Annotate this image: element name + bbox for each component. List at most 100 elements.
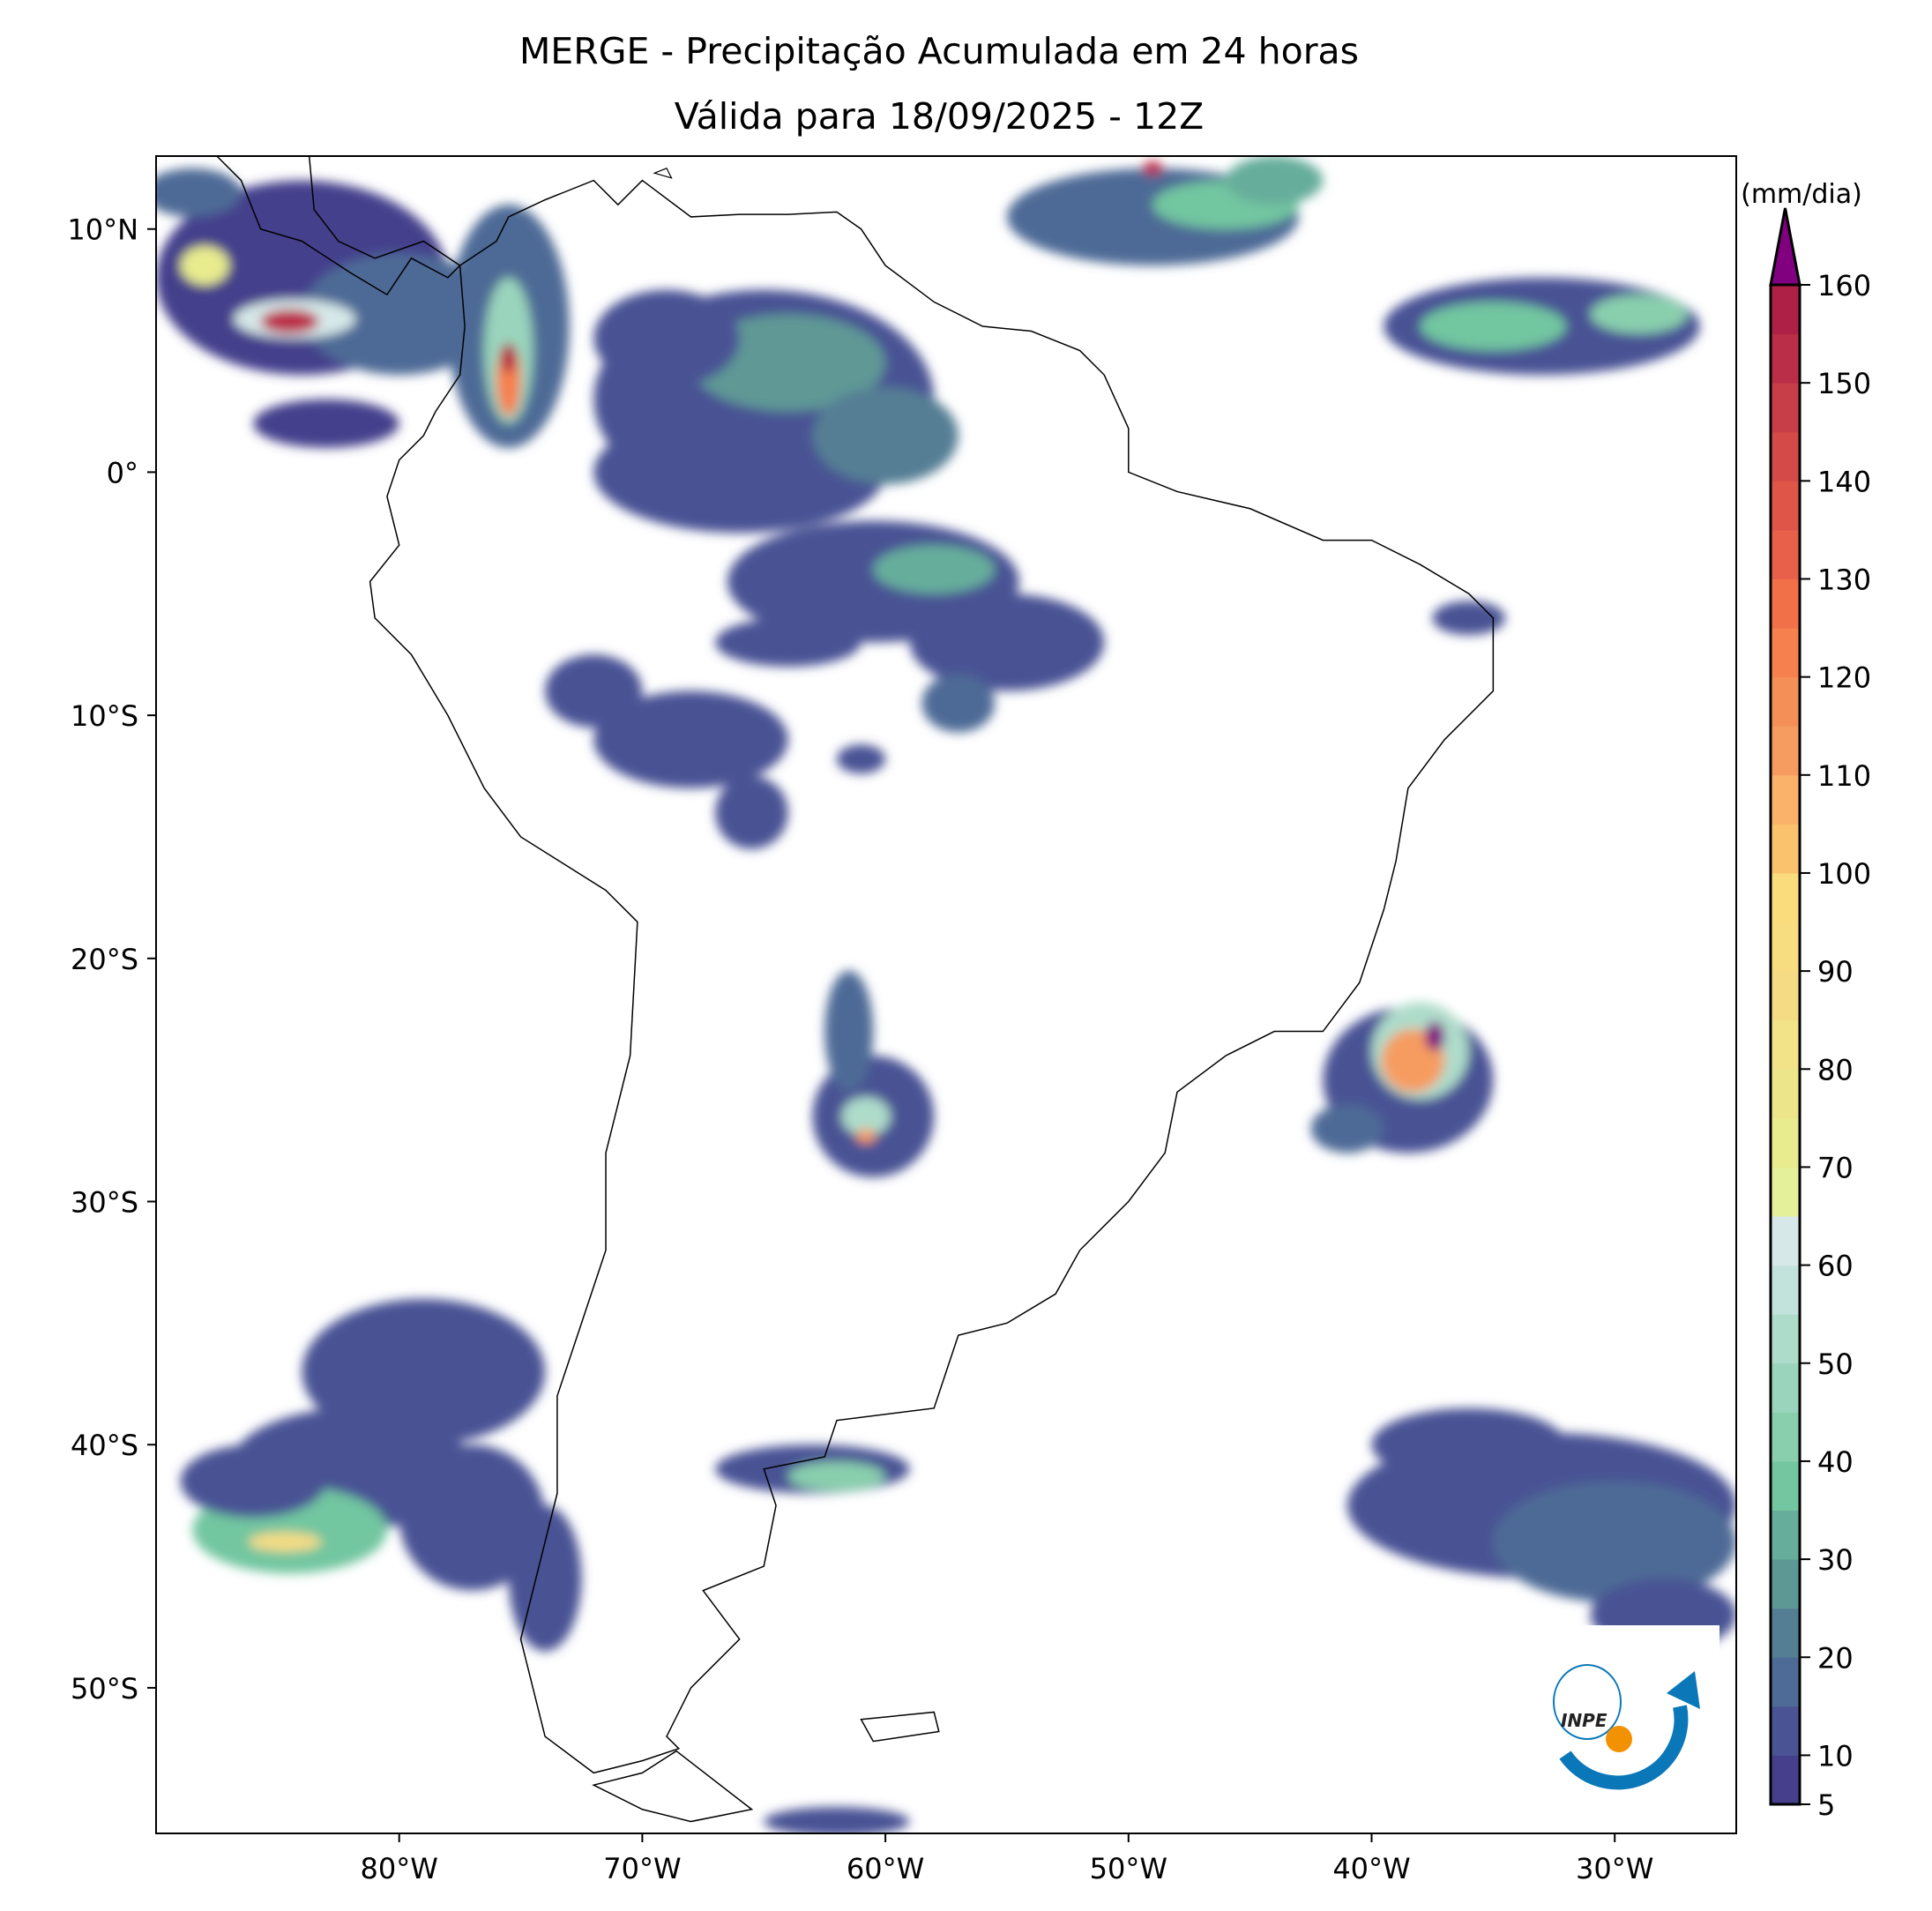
precip-area bbox=[1420, 302, 1567, 351]
precip-area bbox=[1432, 601, 1506, 636]
colorbar-tick-label: 50 bbox=[1817, 1347, 1854, 1381]
precip-area bbox=[812, 386, 959, 485]
colorbar-extend-arrow bbox=[1769, 207, 1801, 287]
precip-area bbox=[856, 1128, 876, 1144]
falkland-islands bbox=[860, 1711, 940, 1743]
lat-tick-label: 10°N bbox=[67, 213, 138, 247]
logo-arrow-icon bbox=[1667, 1671, 1700, 1709]
colorbar-bin bbox=[1771, 1657, 1800, 1707]
colorbar-tick-label: 40 bbox=[1817, 1445, 1854, 1479]
coastlines bbox=[216, 156, 1495, 1823]
logo-swoosh bbox=[1559, 1705, 1689, 1790]
colorbar-bin bbox=[1771, 1167, 1800, 1217]
precip-area bbox=[593, 690, 788, 788]
precip-area bbox=[715, 617, 862, 667]
colorbar-bin bbox=[1771, 1362, 1800, 1413]
colorbar-tick-label: 60 bbox=[1817, 1250, 1854, 1283]
colorbar-bin bbox=[1771, 726, 1800, 776]
colorbar-tick-label: 130 bbox=[1817, 563, 1871, 596]
precip-area bbox=[787, 1461, 886, 1491]
colorbar-bin bbox=[1771, 529, 1800, 579]
precip-area bbox=[508, 1505, 582, 1652]
lon-tick-label: 80°W bbox=[361, 1852, 438, 1885]
colorbar-tick-label: 90 bbox=[1817, 955, 1854, 989]
colorbar-tick-label: 150 bbox=[1817, 367, 1871, 400]
colorbar-outline bbox=[1769, 283, 1801, 1806]
lon-tick-label: 30°W bbox=[1576, 1852, 1653, 1885]
precip-area bbox=[1493, 1481, 1736, 1603]
colorbar-bin bbox=[1771, 1265, 1800, 1315]
colorbar-bin bbox=[1771, 872, 1800, 923]
colorbar-tick-label: 20 bbox=[1817, 1641, 1854, 1675]
precip-area bbox=[909, 593, 1105, 691]
map-subtitle: Válida para 18/09/2025 - 12Z bbox=[674, 95, 1205, 138]
colorbar-bin bbox=[1771, 1559, 1800, 1609]
colorbar-bin bbox=[1771, 431, 1800, 481]
axis-ticks: 80°W 70°W 60°W 50°W 40°W 30°W 10°N 0° 10°S 20°S 30… bbox=[67, 213, 1653, 1885]
precip-area bbox=[1226, 156, 1324, 205]
colorbar-bin bbox=[1771, 1460, 1800, 1512]
colorbar-bin bbox=[1771, 1216, 1800, 1266]
colorbar-bin bbox=[1771, 1412, 1800, 1462]
colorbar-bin bbox=[1771, 1019, 1800, 1070]
precip-area bbox=[1143, 160, 1163, 176]
central-america-coastline bbox=[216, 156, 461, 296]
inpe-logo: INPE bbox=[1530, 1625, 1719, 1827]
lon-tick-label: 40°W bbox=[1332, 1852, 1410, 1885]
precip-area bbox=[1310, 1104, 1384, 1153]
lat-tick-label: 20°S bbox=[71, 943, 138, 976]
colorbar-bin bbox=[1771, 383, 1800, 433]
precip-area bbox=[501, 343, 517, 373]
colorbar-bin bbox=[1771, 1314, 1800, 1364]
colorbar-bin bbox=[1771, 1608, 1800, 1658]
precip-area bbox=[1425, 1021, 1445, 1051]
colorbar-bin bbox=[1771, 1117, 1800, 1168]
precip-area bbox=[302, 253, 496, 376]
lon-tick-label: 70°W bbox=[603, 1852, 681, 1885]
precip-area bbox=[156, 168, 242, 217]
lat-tick-label: 50°S bbox=[71, 1672, 138, 1706]
colorbar-tick-label: 80 bbox=[1817, 1053, 1854, 1086]
south-america-coastline bbox=[369, 179, 1495, 1774]
precip-area bbox=[841, 1096, 891, 1137]
colorbar-bin bbox=[1771, 971, 1800, 1021]
lat-tick-label: 0° bbox=[107, 456, 138, 489]
colorbar-bin bbox=[1771, 1706, 1800, 1756]
map-frame bbox=[155, 155, 1737, 1834]
precip-area bbox=[873, 545, 996, 594]
island bbox=[653, 168, 673, 179]
precip-area bbox=[253, 399, 399, 448]
lon-tick-label: 60°W bbox=[847, 1852, 924, 1885]
colorbar-bin bbox=[1771, 333, 1800, 384]
colorbar-bin bbox=[1771, 1755, 1800, 1805]
lat-tick-label: 40°S bbox=[71, 1429, 138, 1462]
precip-area bbox=[180, 246, 229, 286]
colorbar-tick-label: 5 bbox=[1817, 1788, 1835, 1822]
precip-area bbox=[248, 1532, 322, 1552]
precip-area bbox=[836, 744, 886, 774]
logo-sun bbox=[1606, 1726, 1632, 1752]
precip-area bbox=[593, 411, 886, 534]
colorbar-tick-label: 30 bbox=[1817, 1543, 1854, 1577]
colorbar-bin bbox=[1771, 1069, 1800, 1119]
precip-area bbox=[1590, 295, 1688, 334]
precip-area bbox=[921, 674, 996, 733]
colorbar-bin bbox=[1771, 481, 1800, 531]
colorbar-unit-label: (mm/dia) bbox=[1741, 179, 1862, 210]
precip-area bbox=[399, 1444, 546, 1591]
colorbar-bin bbox=[1771, 579, 1800, 629]
colorbar-tick-label: 160 bbox=[1817, 269, 1871, 302]
precip-area bbox=[260, 309, 319, 334]
colorbar: 5 10 20 30 40 50 60 70 80 90 100 110 120 130 140 150 160 bbox=[1769, 207, 1871, 1822]
central-america-coastline bbox=[308, 156, 461, 266]
precip-area bbox=[764, 1807, 910, 1833]
precip-area bbox=[715, 776, 788, 849]
colorbar-bin bbox=[1771, 824, 1800, 874]
colorbar-tick-label: 110 bbox=[1817, 759, 1871, 793]
colorbar-bin bbox=[1771, 922, 1800, 972]
colorbar-bin bbox=[1771, 774, 1800, 825]
logo-text: INPE bbox=[1561, 1710, 1608, 1731]
colorbar-bin bbox=[1771, 1510, 1800, 1560]
precip-area bbox=[690, 314, 886, 412]
